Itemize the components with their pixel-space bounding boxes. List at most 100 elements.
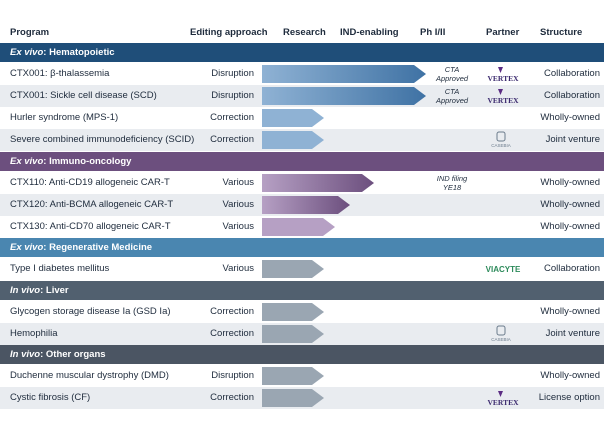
structure-value: Collaboration <box>544 263 600 274</box>
pipeline-bar <box>262 109 324 127</box>
program-name: CTX130: Anti-CD70 allogeneic CAR-T <box>10 221 171 232</box>
partner-logo: VIACYTE <box>478 260 528 278</box>
program-name: CTX001: Sickle cell disease (SCD) <box>10 90 157 101</box>
pipeline-bar <box>262 87 426 105</box>
pipeline-progress-arrow <box>262 131 324 149</box>
editing-approach: Various <box>222 221 254 232</box>
program-name: Cystic fibrosis (CF) <box>10 392 91 403</box>
table-row: Type I diabetes mellitus Various VIACYTE Co… <box>0 258 604 280</box>
table-row: Cystic fibrosis (CF) Correction VERTEX Lice… <box>0 387 604 409</box>
svg-text:VERTEX: VERTEX <box>488 96 520 105</box>
table-row: CTX130: Anti-CD70 allogeneic CAR-T Variou… <box>0 216 604 238</box>
vertex-mark-icon <box>498 89 503 95</box>
pipeline-progress-arrow <box>262 87 426 105</box>
structure-value: Wholly-owned <box>540 199 600 210</box>
structure-value: License option <box>538 392 600 403</box>
editing-approach: Disruption <box>211 68 254 79</box>
partner-logo: VERTEX <box>478 65 528 83</box>
program-name: Hemophilia <box>10 328 58 339</box>
table-row: CTX001: Sickle cell disease (SCD) Disrupt… <box>0 85 604 107</box>
editing-approach: Correction <box>210 392 254 403</box>
band-prefix: Ex vivo <box>10 156 44 167</box>
editing-approach: Correction <box>210 328 254 339</box>
structure-value: Wholly-owned <box>540 177 600 188</box>
program-name: Severe combined immunodeficiency (SCID) <box>10 134 195 145</box>
vertex-logo: VERTEX <box>488 391 520 407</box>
structure-value: Wholly-owned <box>540 221 600 232</box>
column-header-row: Program Editing approach Research IND-en… <box>0 0 604 38</box>
milestone-note: CTA Approved <box>435 87 469 105</box>
editing-approach: Various <box>222 263 254 274</box>
svg-text:CASEBIA: CASEBIA <box>491 337 511 342</box>
structure-value: Wholly-owned <box>540 370 600 381</box>
header-partner: Partner <box>486 27 520 38</box>
pipeline-progress-arrow <box>262 325 324 343</box>
program-name: Duchenne muscular dystrophy (DMD) <box>10 370 169 381</box>
band-prefix: In vivo <box>10 349 41 360</box>
casebia-mark-icon <box>496 131 506 142</box>
vertex-mark-icon <box>498 67 503 73</box>
vertex-logo: VERTEX <box>488 89 520 105</box>
header-program: Program <box>10 27 50 38</box>
pipeline-bar <box>262 325 324 343</box>
program-name: CTX001: β-thalassemia <box>10 68 110 79</box>
structure-value: Joint venture <box>545 328 600 339</box>
pipeline-progress-arrow <box>262 65 426 83</box>
section-band-liver: In vivo: Liver <box>0 281 604 300</box>
program-name: Glycogen storage disease Ia (GSD Ia) <box>10 306 171 317</box>
pipeline-bar <box>262 367 324 385</box>
editing-approach: Various <box>222 177 254 188</box>
editing-approach: Various <box>222 199 254 210</box>
partner-logo: VERTEX <box>478 389 528 407</box>
program-name: Type I diabetes mellitus <box>10 263 110 274</box>
table-row: CTX120: Anti-BCMA allogeneic CAR-T Variou… <box>0 194 604 216</box>
header-phase-1-2: Ph I/II <box>420 27 446 38</box>
table-row: Hurler syndrome (MPS-1) Correction Wholly-… <box>0 107 604 129</box>
casebia-logo: CASEBIA <box>491 325 511 342</box>
partner-logo: CASEBIA <box>478 131 528 149</box>
editing-approach: Correction <box>210 112 254 123</box>
pipeline-progress-arrow <box>262 367 324 385</box>
band-title: : Immuno-oncology <box>43 156 132 167</box>
partner-logo: CASEBIA <box>478 325 528 343</box>
section-band-immuno-oncology: Ex vivo: Immuno-oncology <box>0 152 604 171</box>
casebia-mark-icon <box>496 325 506 336</box>
pipeline-bar <box>262 174 374 192</box>
svg-text:VIACYTE: VIACYTE <box>486 265 521 274</box>
table-row: Hemophilia Correction CASEBIA Joint venture <box>0 323 604 345</box>
band-prefix: In vivo <box>10 285 41 296</box>
program-name: Hurler syndrome (MPS-1) <box>10 112 119 123</box>
structure-value: Wholly-owned <box>540 112 600 123</box>
structure-value: Collaboration <box>544 68 600 79</box>
section-band-hematopoietic: Ex vivo: Hematopoietic <box>0 43 604 62</box>
section-band-other-organs: In vivo: Other organs <box>0 345 604 364</box>
band-prefix: Ex vivo <box>10 242 44 253</box>
pipeline-progress-arrow <box>262 260 324 278</box>
table-row: CTX110: Anti-CD19 allogeneic CAR-T Variou… <box>0 172 604 194</box>
viacyte-logo: VIACYTE <box>486 265 521 274</box>
pipeline-bar <box>262 260 324 278</box>
header-ind-enabling: IND-enabling <box>340 27 399 38</box>
vertex-logo: VERTEX <box>488 67 519 83</box>
section-band-regenerative-medicine: Ex vivo: Regenerative Medicine <box>0 238 604 257</box>
pipeline-progress-arrow <box>262 218 335 236</box>
pipeline-progress-arrow <box>262 389 324 407</box>
casebia-logo: CASEBIA <box>491 131 511 148</box>
table-row: Duchenne muscular dystrophy (DMD) Disrupt… <box>0 365 604 387</box>
pipeline-bar <box>262 131 324 149</box>
band-title: : Liver <box>40 285 69 296</box>
milestone-note: IND filing YE18 <box>436 174 468 192</box>
program-name: CTX120: Anti-BCMA allogeneic CAR-T <box>10 199 174 210</box>
svg-text:VERTEX: VERTEX <box>488 398 520 407</box>
band-title: : Other organs <box>40 349 106 360</box>
table-row: Severe combined immunodeficiency (SCID) C… <box>0 129 604 151</box>
header-editing-approach: Editing approach <box>190 27 268 38</box>
pipeline-bar <box>262 303 324 321</box>
editing-approach: Correction <box>210 306 254 317</box>
editing-approach: Disruption <box>211 90 254 101</box>
svg-text:CASEBIA: CASEBIA <box>491 143 511 148</box>
pipeline-bar <box>262 389 324 407</box>
pipeline-progress-arrow <box>262 174 374 192</box>
pipeline-progress-arrow <box>262 196 350 214</box>
